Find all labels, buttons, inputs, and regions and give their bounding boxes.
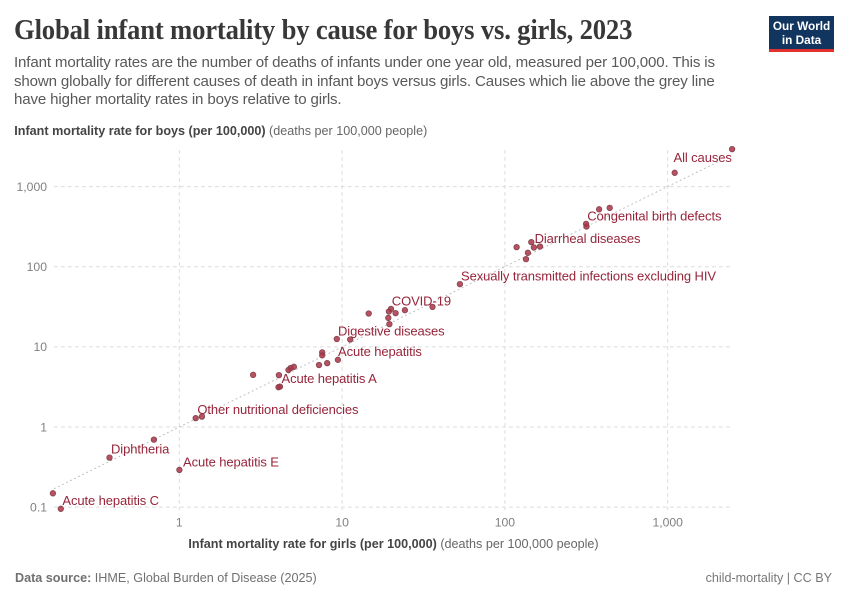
svg-text:10: 10	[33, 340, 47, 354]
svg-text:1,000: 1,000	[17, 180, 48, 194]
svg-text:All causes: All causes	[674, 150, 733, 165]
svg-text:Acute hepatitis C: Acute hepatitis C	[62, 493, 159, 508]
svg-text:Acute hepatitis: Acute hepatitis	[338, 344, 422, 359]
svg-text:Congenital birth defects: Congenital birth defects	[587, 209, 722, 224]
svg-text:Infant mortality rate for girl: Infant mortality rate for girls (per 100…	[188, 537, 598, 551]
svg-text:100: 100	[27, 260, 48, 274]
svg-text:Diphtheria: Diphtheria	[111, 442, 170, 457]
svg-text:Digestive diseases: Digestive diseases	[338, 324, 445, 339]
svg-text:Diarrheal diseases: Diarrheal diseases	[535, 231, 641, 246]
svg-text:100: 100	[495, 516, 516, 530]
svg-text:child-mortality | CC BY: child-mortality | CC BY	[706, 571, 833, 585]
svg-text:Other nutritional deficiencies: Other nutritional deficiencies	[197, 402, 359, 417]
svg-text:10: 10	[335, 516, 349, 530]
svg-text:Sexually transmitted infection: Sexually transmitted infections excludin…	[461, 268, 716, 283]
svg-text:Acute hepatitis E: Acute hepatitis E	[183, 455, 279, 470]
svg-text:Infant mortality rate for boys: Infant mortality rate for boys (per 100,…	[14, 124, 427, 138]
svg-text:Data source: IHME, Global Burd: Data source: IHME, Global Burden of Dise…	[15, 571, 317, 585]
svg-text:1,000: 1,000	[652, 516, 683, 530]
svg-text:1: 1	[40, 420, 47, 434]
svg-text:Acute hepatitis A: Acute hepatitis A	[282, 371, 378, 386]
svg-text:COVID-19: COVID-19	[392, 294, 451, 309]
svg-text:0.1: 0.1	[30, 500, 47, 514]
svg-text:1: 1	[176, 516, 183, 530]
